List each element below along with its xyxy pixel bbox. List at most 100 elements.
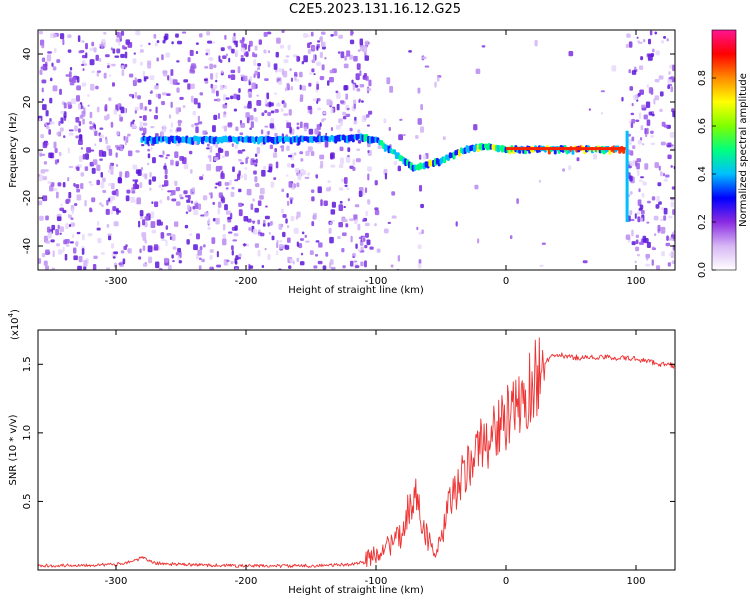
spectrogram-cell <box>639 241 644 246</box>
spectrogram-cell <box>625 43 629 49</box>
spectrogram-cell <box>206 163 212 171</box>
spectrogram-cell <box>120 53 125 58</box>
y-tick-label: 1.5 <box>22 356 33 372</box>
spectrogram-cell <box>308 82 312 87</box>
spectrogram-cell <box>139 49 144 53</box>
spectrogram-cell <box>330 209 336 215</box>
spectrogram-cell <box>92 128 96 132</box>
spectrogram-cell <box>38 258 42 264</box>
spectrogram-cell <box>219 84 224 90</box>
spectrogram-cell <box>45 249 50 256</box>
spectrogram-cell <box>631 229 634 237</box>
spectrogram-cell <box>672 77 675 83</box>
spectrogram-cell <box>644 133 648 138</box>
spectrogram-cell <box>198 203 202 210</box>
spectrogram-cell <box>50 182 55 187</box>
spectrogram-cell <box>325 251 329 257</box>
spectrogram-cell <box>81 63 85 67</box>
spectrogram-cell <box>46 226 51 233</box>
spectrogram-cell <box>215 79 218 83</box>
spectrogram-cell <box>190 200 194 204</box>
spectrogram-cell <box>165 225 169 230</box>
spectrogram-cell <box>317 107 322 111</box>
spectrogram-cell <box>89 59 95 66</box>
spectrogram-cell <box>96 179 100 186</box>
spectrogram-cell <box>44 169 49 172</box>
spectrogram-cell <box>176 60 180 63</box>
spectrogram-cell <box>285 55 290 58</box>
spectrogram-cell <box>116 190 119 197</box>
spectrogram-cell <box>298 243 303 249</box>
spectrogram-cell <box>137 78 142 83</box>
snr-scale-label: (x104) <box>7 309 21 340</box>
spectrogram-cell <box>274 133 278 137</box>
spectrogram-cell <box>516 198 519 204</box>
spectrogram-cell <box>202 130 208 135</box>
spectrogram-cell <box>376 248 381 253</box>
spectrogram-cell <box>666 38 669 42</box>
spectrogram-cell <box>160 232 165 239</box>
spectrogram-cell <box>73 247 77 254</box>
spectrogram-cell <box>167 190 172 193</box>
spectrogram-cell <box>208 57 214 61</box>
spectrogram-cell <box>276 250 279 256</box>
colorbar-label: Normalized spectral amplitude <box>738 73 749 227</box>
spectrogram-cell <box>194 122 199 126</box>
spectrogram-cell <box>87 233 93 237</box>
x-tick-label: -100 <box>365 276 388 287</box>
spectrogram-cell <box>99 158 103 161</box>
spectrogram-cell <box>183 163 189 170</box>
spectrogram-cell <box>290 215 295 222</box>
spectrogram-cell <box>419 184 423 192</box>
spectrogram-cell <box>660 40 665 44</box>
spectrogram-x-ticks: -300 -200 -100 0 100 <box>105 30 646 287</box>
spectrogram-cell <box>345 93 349 100</box>
spectrogram-cell <box>86 147 91 153</box>
spectrogram-cell <box>635 160 638 167</box>
spectrogram-cell <box>638 179 643 182</box>
spectrogram-cell <box>166 233 172 236</box>
spectrogram-cell <box>149 171 152 178</box>
y-tick-label: 0.5 <box>22 493 33 509</box>
spectrogram-cell <box>105 138 108 145</box>
spectrogram-cell <box>625 234 631 240</box>
spectrogram-cell <box>215 217 220 225</box>
spectrogram-cell <box>142 245 146 251</box>
spectrogram-cell <box>230 69 236 74</box>
spectrogram-cell <box>197 249 202 256</box>
spectrogram-cell <box>289 126 292 134</box>
spectrogram-cell <box>645 253 650 259</box>
spectrogram-cell <box>659 108 663 113</box>
spectrogram-cell <box>319 122 322 127</box>
spectrogram-cell <box>654 95 660 101</box>
spectrogram-cell <box>52 250 55 258</box>
spectrogram-cell <box>299 121 303 129</box>
spectrogram-cell <box>142 263 148 267</box>
spectrogram-cell <box>52 188 58 191</box>
spectrogram-cell <box>283 59 289 64</box>
spectrogram-cell <box>45 110 49 117</box>
spectrogram-cell <box>330 34 334 37</box>
spectrogram-cell <box>296 126 300 130</box>
spectrogram-cell <box>40 169 46 174</box>
spectrogram-cell <box>667 262 671 267</box>
spectrogram-cell <box>365 75 369 81</box>
spectrogram-cell <box>358 236 363 240</box>
spectrogram-cell <box>141 232 147 238</box>
spectrogram-cell <box>110 182 115 190</box>
spectrogram-cell <box>223 111 227 115</box>
spectrogram-cell <box>347 198 351 202</box>
spectrogram-cell <box>115 152 118 158</box>
spectrogram-cell <box>631 70 637 75</box>
spectrogram-cell <box>326 99 332 106</box>
spectrogram-cell <box>307 48 312 54</box>
spectrogram-cell <box>147 143 151 147</box>
spectrogram-cell <box>198 257 202 261</box>
spectrogram-cell <box>233 32 236 37</box>
spectrogram-cell <box>421 56 427 60</box>
spectrogram-cell <box>309 72 313 75</box>
spectrogram-cell <box>142 70 146 78</box>
snr-y-ticks: 0.5 1.0 1.5 <box>22 356 675 509</box>
spectrogram-cell <box>111 63 116 67</box>
